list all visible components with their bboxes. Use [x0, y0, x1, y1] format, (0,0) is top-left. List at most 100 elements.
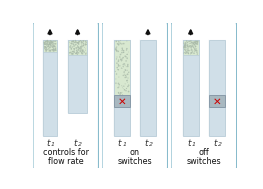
- Point: [190, 43, 194, 46]
- Point: [194, 40, 198, 43]
- Point: [72, 40, 76, 43]
- Point: [185, 44, 190, 47]
- Point: [48, 45, 53, 48]
- Point: [119, 91, 123, 94]
- Point: [120, 93, 124, 96]
- Point: [194, 49, 198, 52]
- Point: [74, 52, 78, 55]
- Point: [121, 74, 125, 77]
- Point: [116, 50, 120, 53]
- Point: [42, 43, 47, 46]
- Point: [81, 42, 85, 45]
- Point: [77, 48, 81, 51]
- Point: [47, 40, 51, 43]
- Point: [70, 46, 74, 49]
- Point: [114, 40, 118, 43]
- Bar: [68, 40, 87, 55]
- Text: off: off: [199, 148, 209, 157]
- Point: [118, 56, 122, 59]
- Point: [184, 44, 188, 47]
- Point: [79, 41, 84, 44]
- Point: [52, 48, 56, 51]
- Point: [75, 51, 79, 54]
- Point: [45, 42, 49, 45]
- Point: [79, 39, 83, 42]
- Point: [185, 51, 189, 54]
- Point: [52, 44, 56, 47]
- Point: [124, 76, 128, 79]
- Point: [72, 47, 77, 50]
- Point: [54, 42, 58, 45]
- Point: [191, 41, 195, 44]
- Point: [46, 45, 50, 48]
- Point: [44, 40, 49, 43]
- Point: [183, 43, 187, 46]
- Point: [80, 50, 84, 53]
- Point: [189, 46, 193, 49]
- Point: [77, 41, 81, 44]
- Point: [80, 45, 84, 48]
- Point: [69, 46, 73, 49]
- Point: [46, 43, 50, 46]
- Point: [189, 46, 194, 49]
- Point: [116, 63, 120, 66]
- Point: [125, 79, 129, 82]
- Point: [81, 39, 85, 42]
- Point: [186, 45, 190, 48]
- Point: [115, 42, 119, 45]
- Text: 2: 2: [218, 142, 222, 147]
- Point: [195, 51, 199, 54]
- Point: [48, 41, 53, 44]
- Point: [48, 48, 52, 51]
- Point: [118, 42, 122, 45]
- Point: [123, 76, 127, 79]
- Point: [127, 70, 131, 74]
- FancyBboxPatch shape: [33, 21, 99, 171]
- Point: [116, 68, 120, 71]
- Point: [44, 46, 48, 50]
- Point: [120, 49, 124, 52]
- Bar: [209, 95, 225, 107]
- Point: [84, 51, 88, 54]
- Text: t: t: [118, 139, 122, 148]
- Point: [76, 42, 80, 45]
- Point: [78, 47, 83, 50]
- Point: [113, 70, 117, 73]
- Point: [185, 44, 189, 47]
- Point: [72, 48, 77, 51]
- Point: [193, 40, 197, 43]
- Point: [83, 47, 88, 50]
- Point: [190, 42, 194, 45]
- Point: [123, 74, 128, 77]
- Point: [115, 50, 119, 53]
- Point: [193, 43, 197, 46]
- Point: [183, 48, 187, 51]
- Point: [195, 41, 200, 44]
- Point: [183, 45, 188, 48]
- Point: [191, 45, 195, 48]
- Point: [75, 53, 79, 56]
- Point: [44, 47, 48, 50]
- Point: [184, 49, 188, 52]
- Point: [196, 43, 200, 46]
- Point: [70, 50, 75, 53]
- Point: [80, 45, 84, 48]
- Point: [43, 46, 47, 49]
- Point: [189, 39, 193, 42]
- Point: [122, 49, 126, 52]
- Point: [43, 40, 47, 43]
- Point: [51, 43, 55, 46]
- Point: [74, 52, 78, 55]
- Point: [117, 85, 121, 88]
- Point: [53, 45, 57, 48]
- Point: [116, 68, 120, 71]
- Point: [191, 42, 195, 45]
- Point: [184, 40, 189, 43]
- Text: ✕: ✕: [213, 96, 221, 106]
- Point: [75, 50, 79, 53]
- Point: [78, 48, 83, 51]
- Point: [74, 46, 78, 49]
- Point: [46, 43, 50, 46]
- Point: [49, 40, 53, 43]
- Point: [195, 40, 200, 43]
